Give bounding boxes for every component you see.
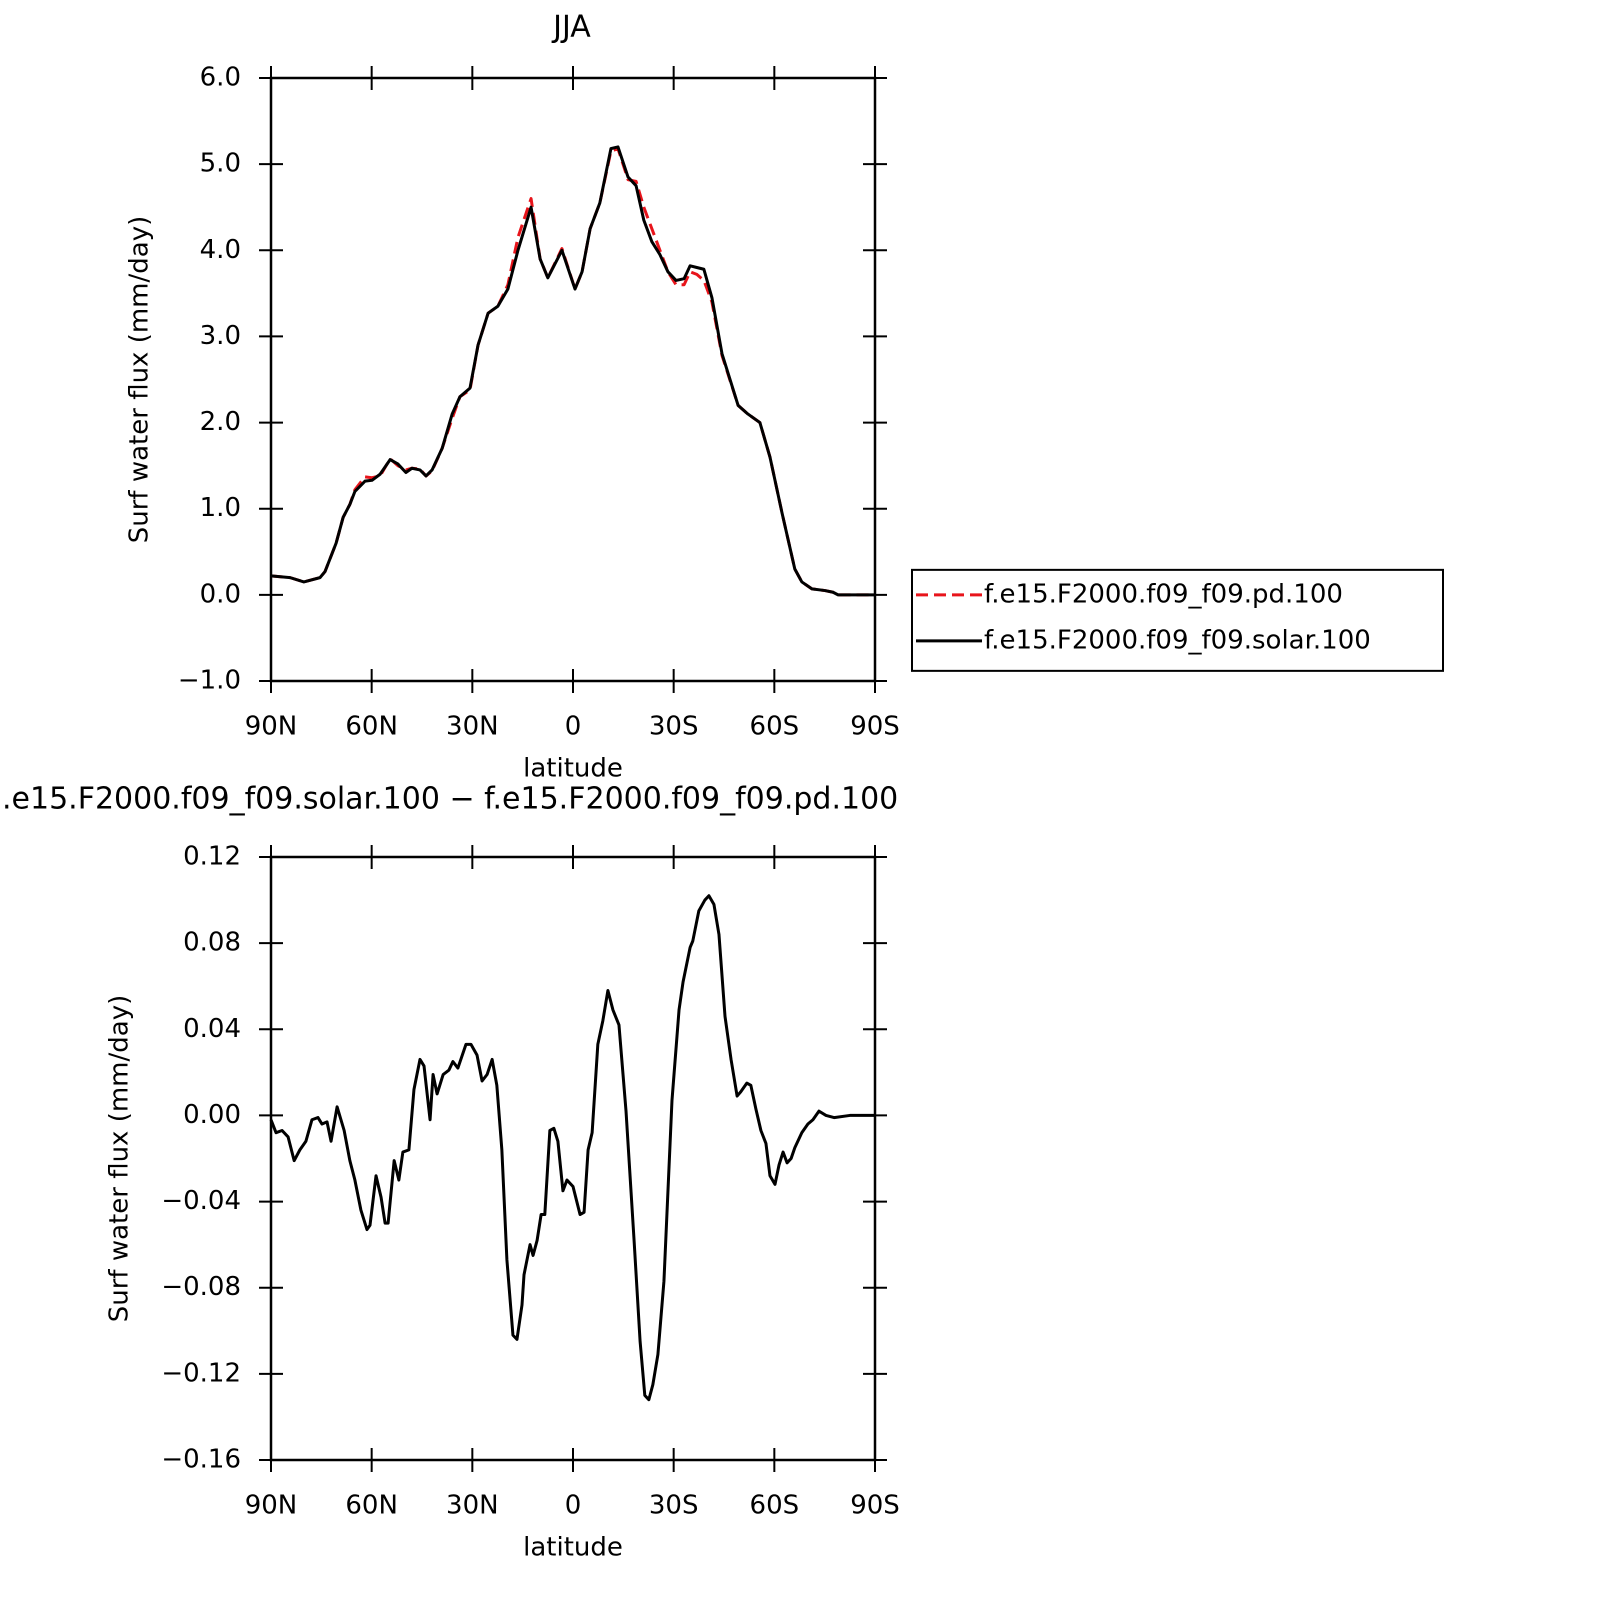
y-tick-label: −0.04	[161, 1186, 241, 1216]
plot-frame	[269, 855, 877, 1462]
legend-label: f.e15.F2000.f09_f09.solar.100	[984, 625, 1371, 655]
x-tick-label: 60S	[750, 712, 800, 742]
y-tick-label: 3.0	[200, 321, 241, 351]
x-tick-label: 0	[565, 1491, 582, 1521]
x-tick-label: 0	[565, 712, 582, 742]
y-tick-label: 0.0	[200, 579, 241, 609]
x-axis-label: latitude	[523, 1533, 623, 1563]
legend-label: f.e15.F2000.f09_f09.pd.100	[984, 579, 1343, 609]
x-tick-label: 60N	[345, 1491, 398, 1521]
x-axis-label: latitude	[523, 754, 623, 784]
data-line	[270, 145, 875, 597]
x-tick-label: 30N	[446, 1491, 499, 1521]
x-tick-label: 90S	[850, 1491, 900, 1521]
y-tick-label: 0.00	[183, 1100, 241, 1130]
x-tick-label: 30S	[649, 712, 699, 742]
y-tick-label: 6.0	[200, 63, 241, 93]
y-tick-label: −0.16	[161, 1445, 241, 1475]
chart-title: .e15.F2000.f09_f09.solar.100 − f.e15.F20…	[2, 782, 898, 817]
y-tick-label: −0.08	[161, 1272, 241, 1302]
data-line	[269, 894, 875, 1402]
x-tick-label: 30S	[649, 1491, 699, 1521]
chart-title: JJA	[551, 10, 591, 45]
x-tick-label: 60N	[345, 712, 398, 742]
x-tick-label: 90S	[850, 712, 900, 742]
x-tick-label: 30N	[446, 712, 499, 742]
y-tick-label: 4.0	[200, 235, 241, 265]
y-tick-label: 1.0	[200, 493, 241, 523]
plot-frame	[269, 76, 877, 683]
y-tick-label: 0.04	[183, 1014, 241, 1044]
x-tick-label: 90N	[245, 712, 298, 742]
y-tick-label: 0.08	[183, 928, 241, 958]
y-tick-label: 0.12	[183, 842, 241, 872]
y-tick-label: −0.12	[161, 1358, 241, 1388]
x-tick-label: 90N	[245, 1491, 298, 1521]
y-axis-label: Surf water flux (mm/day)	[125, 216, 155, 543]
y-tick-label: −1.0	[178, 666, 241, 696]
legend-box	[911, 568, 1444, 672]
y-tick-label: 2.0	[200, 407, 241, 437]
y-axis-label: Surf water flux (mm/day)	[105, 995, 135, 1322]
x-tick-label: 60S	[750, 1491, 800, 1521]
y-tick-label: 5.0	[200, 149, 241, 179]
